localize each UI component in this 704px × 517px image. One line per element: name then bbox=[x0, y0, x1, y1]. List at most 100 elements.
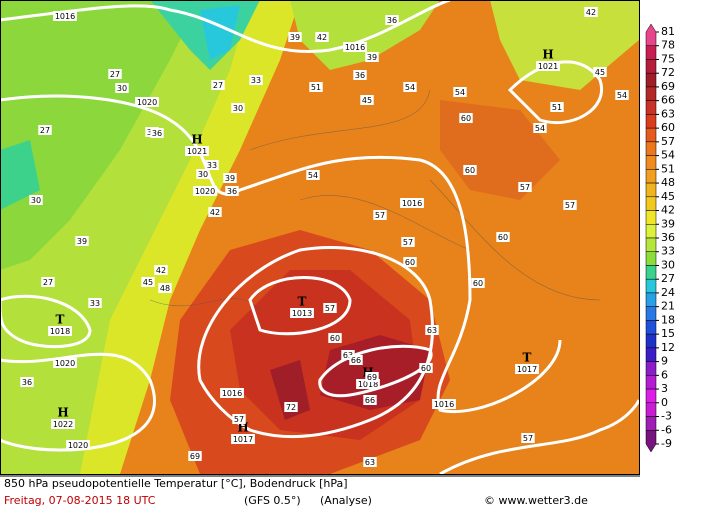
colorbar-label: 33 bbox=[661, 245, 675, 258]
temperature-label: 57 bbox=[375, 211, 385, 220]
temperature-label: 51 bbox=[311, 83, 321, 92]
colorbar-swatch bbox=[645, 388, 657, 404]
temperature-label-box bbox=[88, 298, 102, 308]
temperature-label-box bbox=[533, 123, 547, 133]
temperature-label-box bbox=[232, 414, 246, 424]
temperature-label-box bbox=[115, 83, 129, 93]
colorbar-swatch bbox=[645, 59, 657, 74]
temperature-label-box bbox=[453, 87, 467, 97]
temperature-label: 57 bbox=[234, 415, 244, 424]
colorbar-label: 21 bbox=[661, 300, 675, 313]
temperature-label-box bbox=[29, 195, 43, 205]
temperature-label-box bbox=[459, 113, 473, 123]
isobar-label: 1016 bbox=[402, 199, 422, 208]
temperature-label: 57 bbox=[325, 304, 335, 313]
temperature-label: 42 bbox=[210, 208, 220, 217]
colorbar-swatch bbox=[645, 45, 657, 60]
temperature-label: 36 bbox=[22, 378, 32, 387]
temperature-label-box bbox=[403, 82, 417, 92]
colorbar-swatch bbox=[645, 251, 657, 266]
temperature-label: 33 bbox=[90, 299, 100, 308]
temperature-label: 60 bbox=[461, 114, 471, 123]
isobar-label-box bbox=[53, 11, 77, 21]
footer-title: 850 hPa pseudopotentielle Temperatur [°C… bbox=[4, 477, 348, 490]
temperature-label: 72 bbox=[286, 403, 296, 412]
colorbar-swatch bbox=[645, 23, 657, 46]
colorbar-swatch bbox=[645, 361, 657, 376]
pressure-value: 1013 bbox=[292, 309, 312, 318]
temperature-label: 30 bbox=[198, 170, 208, 179]
temperature-label: 48 bbox=[160, 284, 170, 293]
colorbar-label: -3 bbox=[661, 410, 672, 423]
colorbar-label: 12 bbox=[661, 341, 675, 354]
temperature-label-box bbox=[284, 402, 298, 412]
temperature-label: 57 bbox=[523, 434, 533, 443]
temperature-label-box bbox=[141, 277, 155, 287]
temperature-label: 42 bbox=[156, 266, 166, 275]
temperature-label-box bbox=[615, 90, 629, 100]
temperature-label-box bbox=[328, 333, 342, 343]
temperature-label-box bbox=[150, 128, 164, 138]
temperature-label: 30 bbox=[31, 196, 41, 205]
temperature-label-box bbox=[550, 102, 564, 112]
colorbar-swatch bbox=[645, 306, 657, 321]
temperature-label: 60 bbox=[421, 364, 431, 373]
colorbar-swatch bbox=[645, 292, 657, 307]
isobar-label-box bbox=[135, 97, 159, 107]
pressure-symbol: T bbox=[298, 295, 307, 309]
temperature-label: 63 bbox=[427, 326, 437, 335]
isobar-label: 1016 bbox=[222, 389, 242, 398]
colorbar-swatch bbox=[645, 114, 657, 129]
temperature-label: 27 bbox=[40, 126, 50, 135]
temperature-label: 27 bbox=[213, 81, 223, 90]
pressure-value: 1018 bbox=[50, 327, 70, 336]
pressure-value: 1022 bbox=[53, 420, 73, 429]
pressure-value-box bbox=[290, 308, 314, 318]
isobar-label: 1020 bbox=[137, 98, 157, 107]
map-frame bbox=[0, 0, 640, 475]
colorbar-label: 60 bbox=[661, 121, 675, 134]
pressure-value-box bbox=[185, 146, 209, 156]
temperature-label-box bbox=[41, 277, 55, 287]
temperature-label: 42 bbox=[586, 8, 596, 17]
footer-date: Freitag, 07-08-2015 18 UTC bbox=[4, 494, 156, 507]
pressure-value-box bbox=[51, 419, 75, 429]
colorbar-swatch bbox=[645, 237, 657, 252]
temperature-label: 54 bbox=[617, 91, 627, 100]
temperature-label-box bbox=[373, 210, 387, 220]
temperature-label-box bbox=[518, 182, 532, 192]
temperature-label-box bbox=[231, 103, 245, 113]
temperature-label: 63 bbox=[343, 351, 353, 360]
colorbar-swatch bbox=[645, 375, 657, 390]
temperature-label: 66 bbox=[365, 396, 375, 405]
temperature-label: 60 bbox=[498, 233, 508, 242]
temperature-label: 60 bbox=[473, 279, 483, 288]
pressure-value: 1017 bbox=[233, 435, 253, 444]
colorbar-swatch bbox=[645, 265, 657, 280]
footer-credit: © www.wetter3.de bbox=[484, 494, 588, 507]
colorbar-label: 54 bbox=[661, 149, 675, 162]
colorbar-swatch bbox=[645, 86, 657, 101]
isobar-label: 1020 bbox=[195, 187, 215, 196]
colorbar-label: 72 bbox=[661, 66, 675, 79]
colorbar-swatch bbox=[645, 169, 657, 184]
temperature-label-box bbox=[223, 173, 237, 183]
colorbar-label: 75 bbox=[661, 52, 675, 65]
temperature-label-box bbox=[211, 80, 225, 90]
colorbar-swatch bbox=[645, 333, 657, 349]
colorbar-label: 3 bbox=[661, 382, 668, 395]
colorbar-label: 81 bbox=[661, 25, 675, 38]
colorbar-swatch bbox=[645, 127, 657, 143]
isobar-label: 1016 bbox=[345, 43, 365, 52]
temperature-label-box bbox=[306, 170, 320, 180]
colorbar-swatch bbox=[645, 430, 657, 453]
isobar-label: 1016 bbox=[434, 400, 454, 409]
temperature-label: 45 bbox=[143, 278, 153, 287]
temperature-label-box bbox=[425, 325, 439, 335]
temperature-label: 36 bbox=[355, 71, 365, 80]
temperature-label-box bbox=[349, 355, 363, 365]
footer-run: (Analyse) bbox=[320, 494, 372, 507]
temperature-label: 69 bbox=[367, 373, 377, 382]
footer-model: (GFS 0.5°) bbox=[244, 494, 301, 507]
